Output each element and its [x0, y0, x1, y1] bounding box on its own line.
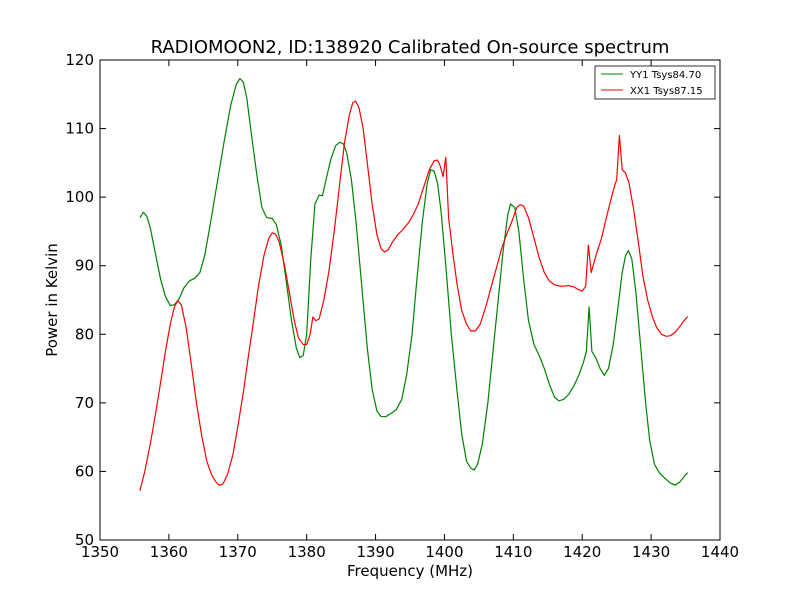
x-tick-label: 1390	[356, 543, 394, 561]
y-tick-label: 70	[75, 394, 94, 412]
legend-label-yy1: YY1 Tsys84.70	[629, 70, 701, 81]
x-tick-label: 1360	[150, 543, 188, 561]
plot-background	[100, 60, 720, 540]
legend: YY1 Tsys84.70 XX1 Tsys87.15	[594, 65, 716, 100]
legend-label-xx1: XX1 Tsys87.15	[630, 86, 703, 97]
plot-area	[100, 60, 720, 540]
chart-title: RADIOMOON2, ID:138920 Calibrated On-sour…	[151, 37, 670, 58]
y-tick-label: 90	[75, 257, 94, 275]
legend-box	[594, 65, 716, 100]
x-tick-label: 1420	[563, 543, 601, 561]
y-tick-label: 110	[65, 120, 94, 138]
x-tick-label: 1380	[288, 543, 326, 561]
y-tick-label: 120	[65, 51, 94, 69]
y-axis: 50 60 70 80 90 100 110 120	[65, 51, 720, 549]
x-tick-label: 1350	[81, 543, 119, 561]
series-line-xx1	[139, 100, 689, 491]
x-tick-label: 1440	[701, 543, 739, 561]
x-tick-label: 1410	[494, 543, 532, 561]
y-tick-label: 50	[75, 531, 94, 549]
y-tick-label: 80	[75, 325, 94, 343]
x-axis-label: Frequency (MHz)	[347, 562, 473, 580]
x-tick-label: 1400	[425, 543, 463, 561]
series-line-yy1	[139, 77, 689, 486]
y-tick-label: 60	[75, 462, 94, 480]
plot-frame	[99, 59, 721, 541]
y-axis-label: Power in Kelvin	[43, 243, 61, 357]
x-tick-label: 1370	[219, 543, 257, 561]
x-tick-label: 1430	[632, 543, 670, 561]
x-axis: 1350 1360 1370 1380 1390 1400 1410 1420 1430 1440	[81, 60, 739, 561]
series-layer	[139, 77, 689, 491]
y-tick-label: 100	[65, 188, 94, 206]
